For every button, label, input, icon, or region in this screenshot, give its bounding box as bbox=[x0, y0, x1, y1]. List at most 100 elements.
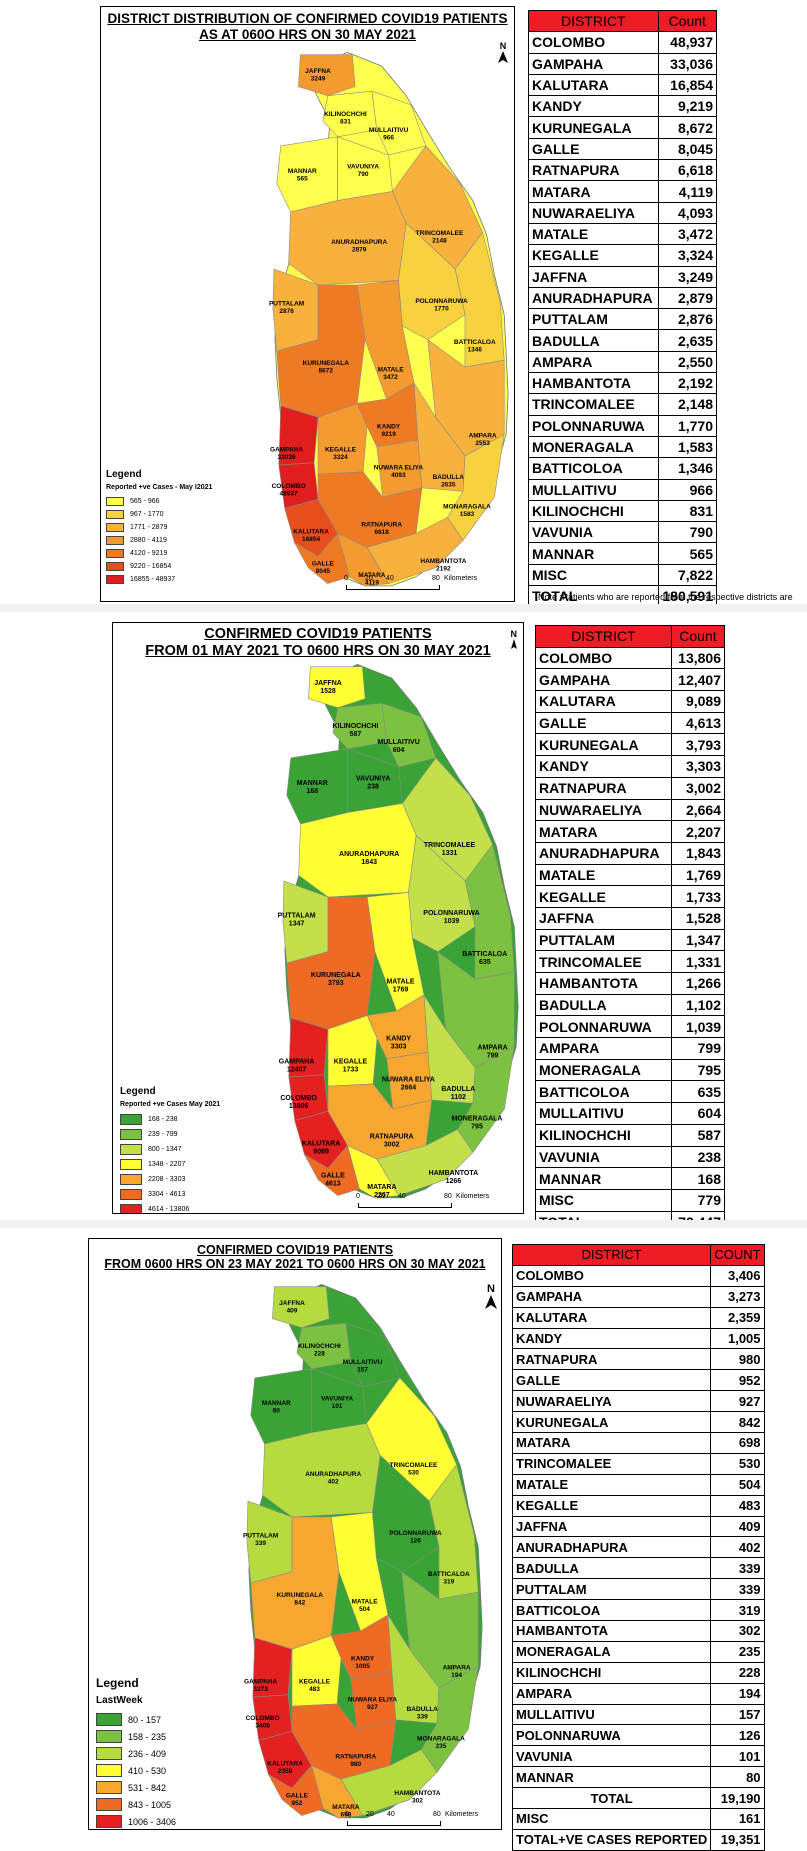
district-count: 6,618 bbox=[657, 159, 717, 182]
district-map-value: 4613 bbox=[325, 1180, 341, 1187]
district-name: RATNAPURA bbox=[511, 1348, 712, 1371]
legend-item: 565 - 966 bbox=[106, 495, 212, 508]
district-count: 2,879 bbox=[657, 286, 717, 310]
district-map-value: 952 bbox=[291, 1800, 302, 1807]
district-map-label: AMPARA 799 bbox=[477, 1045, 507, 1060]
district-map-value: 126 bbox=[410, 1538, 421, 1545]
district-name: KILINOCHCHI bbox=[511, 1661, 712, 1684]
district-count: 3,472 bbox=[657, 222, 717, 246]
district-map-label: ANURADHAPURA 2879 bbox=[331, 239, 387, 254]
table-row: JAFFNA 1,528 bbox=[535, 906, 726, 930]
district-map-value: 3324 bbox=[333, 454, 348, 461]
district-map-label: POLONNARUWA 1039 bbox=[423, 910, 479, 925]
table-row: NUWARAELIYA 4,093 bbox=[528, 201, 717, 224]
district-name: PUTTALAM bbox=[528, 308, 659, 331]
district-count: 1,843 bbox=[670, 841, 726, 865]
legend-label: 236 - 409 bbox=[128, 1748, 167, 1759]
district-map-label: MATARA 698 bbox=[332, 1804, 360, 1819]
district-name: KALUTARA bbox=[528, 73, 659, 97]
district-map-name: GAMPAHA bbox=[244, 1678, 277, 1685]
district-name: ANURADHAPURA bbox=[535, 841, 672, 865]
table-row: MATALE 1,769 bbox=[535, 863, 726, 887]
table-row: GAMPAHA 33,036 bbox=[528, 52, 717, 75]
district-map-label: COLOMBO 48937 bbox=[272, 483, 306, 498]
district-count: 238 bbox=[670, 1145, 726, 1169]
district-region-kegalle bbox=[291, 1635, 342, 1707]
scale-tick: 20 bbox=[377, 1193, 385, 1200]
district-map-value: 157 bbox=[357, 1367, 368, 1374]
district-map-value: 483 bbox=[309, 1686, 320, 1693]
table-row: KILINOCHCHI 587 bbox=[535, 1123, 726, 1147]
district-map-name: MATARA bbox=[332, 1804, 360, 1811]
legend-item: 9220 - 16854 bbox=[106, 560, 212, 573]
district-map-name: HAMBANTOTA bbox=[429, 1170, 479, 1177]
table-row: COLOMBO 48,937 bbox=[528, 31, 717, 54]
district-map-name: COLOMBO bbox=[246, 1715, 280, 1722]
district-map-label: MATALE 504 bbox=[351, 1599, 378, 1614]
district-region-matara bbox=[337, 532, 390, 587]
district-map-name: MULLAITIVU bbox=[369, 127, 409, 134]
district-name: MATARA bbox=[511, 1432, 712, 1454]
district-count: 1,347 bbox=[670, 928, 726, 952]
district-map-name: MATARA bbox=[358, 572, 386, 579]
district-map-name: POLONNARUWA bbox=[423, 910, 479, 917]
district-count: 2,550 bbox=[657, 350, 717, 374]
district-map-name: KILINOCHCHI bbox=[324, 111, 367, 118]
district-map-value: 635 bbox=[479, 959, 491, 966]
district-map-name: KALUTARA bbox=[293, 529, 329, 536]
district-region-mullaitivu bbox=[371, 90, 427, 156]
district-map-label: MULLAITIVU 966 bbox=[369, 127, 409, 142]
district-count: 587 bbox=[670, 1123, 726, 1147]
legend-swatch bbox=[96, 1747, 122, 1760]
district-map-value: 9219 bbox=[381, 431, 396, 438]
district-name: KILINOCHCHI bbox=[528, 499, 659, 523]
district-region-matara bbox=[311, 1764, 364, 1819]
district-count: 12,407 bbox=[670, 668, 726, 692]
district-count: 235 bbox=[710, 1640, 765, 1663]
district-map-label: GAMPAHA 3273 bbox=[244, 1678, 277, 1693]
legend-item: 410 - 530 bbox=[96, 1762, 176, 1779]
table-row: HAMBANTOTA 302 bbox=[511, 1620, 765, 1642]
district-map-label: JAFFNA 409 bbox=[279, 1300, 305, 1315]
district-name: COLOMBO bbox=[511, 1264, 712, 1287]
district-name: BADULLA bbox=[528, 329, 659, 352]
district-map-value: 1769 bbox=[393, 987, 409, 994]
district-map-label: HAMBANTOTA 1266 bbox=[429, 1170, 479, 1185]
district-table-2: DISTRICT Count COLOMBO 13,806 GAMPAHA 12,407 K… bbox=[535, 625, 726, 1234]
table-row: MANNAR 565 bbox=[528, 542, 717, 565]
table-row: MATARA 698 bbox=[511, 1432, 765, 1454]
district-map-value: 9089 bbox=[313, 1149, 329, 1156]
district-map-value: 2207 bbox=[374, 1192, 390, 1199]
legend-label: 80 - 157 bbox=[128, 1714, 162, 1725]
district-name: GALLE bbox=[511, 1369, 712, 1392]
district-map-value: 1583 bbox=[460, 511, 475, 518]
legend-label: 16855 - 48937 bbox=[130, 576, 176, 583]
district-count: 409 bbox=[710, 1515, 765, 1538]
district-count: 8,045 bbox=[657, 137, 717, 161]
panel-separator bbox=[0, 1220, 807, 1228]
district-name: JAFFNA bbox=[511, 1515, 712, 1538]
district-map-value: 1347 bbox=[289, 921, 305, 928]
legend-item: 16855 - 48937 bbox=[106, 573, 212, 586]
district-name: TRINCOMALEE bbox=[511, 1452, 712, 1475]
district-map-value: 339 bbox=[417, 1713, 428, 1720]
district-map-name: MONARAGALA bbox=[443, 503, 491, 510]
district-count: 1,346 bbox=[657, 457, 717, 480]
district-map-name: VAVUNIYA bbox=[356, 776, 391, 783]
table-row: MATARA 4,119 bbox=[528, 180, 717, 203]
scale-tick: 0 bbox=[345, 1811, 349, 1818]
district-count: 504 bbox=[710, 1473, 765, 1496]
district-count: 1,528 bbox=[670, 906, 726, 930]
district-count: 842 bbox=[710, 1411, 765, 1434]
district-map-value: 587 bbox=[350, 731, 362, 738]
district-map-name: MULLAITIVU bbox=[343, 1359, 383, 1366]
legend-item: 4120 - 9219 bbox=[106, 547, 212, 560]
district-map-value: 1843 bbox=[361, 859, 377, 866]
district-map-label: NUWARA ELIYA 4093 bbox=[374, 465, 424, 480]
district-count: 831 bbox=[657, 499, 717, 523]
table-row: KANDY 1,005 bbox=[511, 1327, 765, 1350]
district-map-value: 795 bbox=[471, 1123, 483, 1130]
district-count: 1,102 bbox=[670, 993, 726, 1017]
district-map-value: 8045 bbox=[316, 568, 331, 575]
district-count: 3,273 bbox=[710, 1285, 765, 1308]
